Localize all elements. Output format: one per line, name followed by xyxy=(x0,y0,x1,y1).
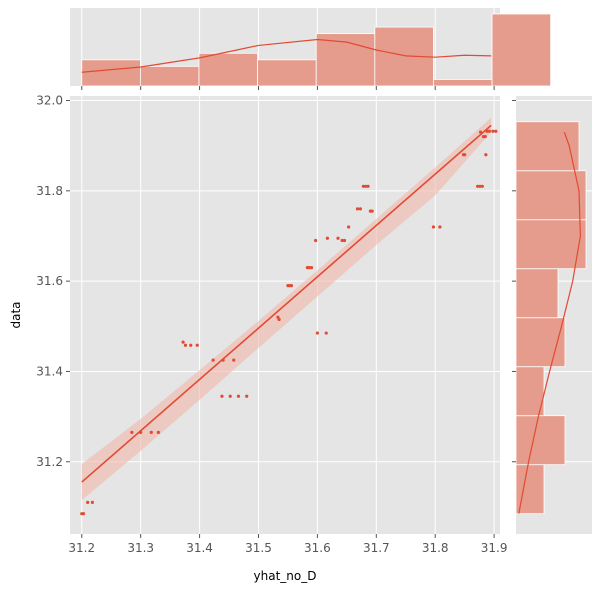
x-histogram-bar xyxy=(257,59,317,87)
scatter-point xyxy=(340,238,344,243)
scatter-point xyxy=(484,153,488,157)
x-histogram-bar xyxy=(139,65,200,87)
y-tick-label: 31.8 xyxy=(36,184,63,198)
x-tick-label: 31.3 xyxy=(127,541,154,555)
x-axis-label: yhat_no_D xyxy=(254,569,317,583)
scatter-point xyxy=(487,129,491,133)
scatter-point xyxy=(156,430,160,435)
scatter-point xyxy=(183,343,188,347)
scatter-point xyxy=(342,238,347,243)
scatter-point xyxy=(211,358,215,362)
scatter-point xyxy=(149,430,153,435)
scatter-point xyxy=(361,184,365,188)
x-kde-curve xyxy=(81,38,492,73)
scatter-point xyxy=(463,153,467,157)
scatter-point xyxy=(431,225,436,229)
scatter-point xyxy=(189,343,193,347)
y-tick-label: 32.0 xyxy=(36,94,63,108)
x-histogram-bar xyxy=(81,59,141,87)
scatter-point xyxy=(236,394,241,398)
scatter-point xyxy=(438,225,442,229)
y-marginal-histogram xyxy=(515,121,587,515)
scatter-point xyxy=(277,317,281,322)
scatter-point xyxy=(480,184,484,188)
scatter-point xyxy=(86,500,90,504)
scatter-point xyxy=(195,343,199,347)
scatter-point xyxy=(347,225,351,229)
scatter-point xyxy=(325,236,330,240)
x-tick-label: 31.9 xyxy=(481,541,508,555)
scatter-point xyxy=(220,394,224,398)
y-histogram-bar xyxy=(515,121,580,172)
regression-line xyxy=(81,124,492,483)
scatter-point xyxy=(491,129,495,133)
scatter-point xyxy=(494,129,498,133)
x-tick-label: 31.5 xyxy=(245,541,272,555)
scatter-point xyxy=(81,512,86,516)
scatter-point xyxy=(232,358,236,362)
scatter-point xyxy=(476,184,480,188)
confidence-band xyxy=(81,117,492,501)
y-histogram-bar xyxy=(515,268,559,319)
y-histogram-bar xyxy=(515,415,566,466)
scatter-point xyxy=(478,184,482,188)
scatter-point xyxy=(315,331,319,335)
scatter-point xyxy=(358,207,362,211)
scatter-point xyxy=(370,209,374,213)
x-histogram-bar xyxy=(198,52,259,87)
scatter-point xyxy=(245,394,249,398)
scatter-point xyxy=(289,284,294,288)
scatter-points xyxy=(80,129,498,516)
scatter-point xyxy=(307,265,311,270)
y-histogram-bar xyxy=(515,219,587,270)
x-tick-label: 31.2 xyxy=(68,541,95,555)
x-tick-label: 31.4 xyxy=(186,541,213,555)
scatter-point xyxy=(228,394,232,398)
confidence-band-area xyxy=(81,117,492,501)
y-tick-label: 31.2 xyxy=(36,455,63,469)
x-histogram-bar xyxy=(491,13,552,87)
regression-line-segment xyxy=(81,124,492,483)
x-histogram-bar xyxy=(433,79,493,87)
scatter-point xyxy=(483,135,487,139)
y-tick-label: 31.6 xyxy=(36,274,63,288)
x-tick-label: 31.6 xyxy=(304,541,331,555)
scatter-point xyxy=(336,236,340,240)
x-histogram-bar xyxy=(315,33,376,87)
y-tick-label: 31.4 xyxy=(36,364,63,378)
scatter-point xyxy=(364,184,368,188)
scatter-point xyxy=(355,207,360,211)
x-tick-label: 31.8 xyxy=(422,541,449,555)
y-axis-label: data xyxy=(9,301,23,328)
x-tick-label: 31.7 xyxy=(363,541,390,555)
scatter-point xyxy=(181,340,185,344)
scatter-point xyxy=(90,500,94,504)
scatter-point xyxy=(366,184,370,188)
scatter-point xyxy=(309,265,314,270)
scatter-point xyxy=(130,430,134,435)
y-histogram-bar xyxy=(515,170,587,221)
y-histogram-bar xyxy=(515,366,545,417)
scatter-point xyxy=(314,238,318,243)
scatter-point xyxy=(324,331,328,335)
x-marginal-histogram xyxy=(81,13,552,87)
y-kde-curve xyxy=(518,131,582,514)
axis-ticks: 31.2 31.3 31.4 31.5 31.6 31.7 31.8 31.9 31.2 31.4… xyxy=(36,86,516,555)
